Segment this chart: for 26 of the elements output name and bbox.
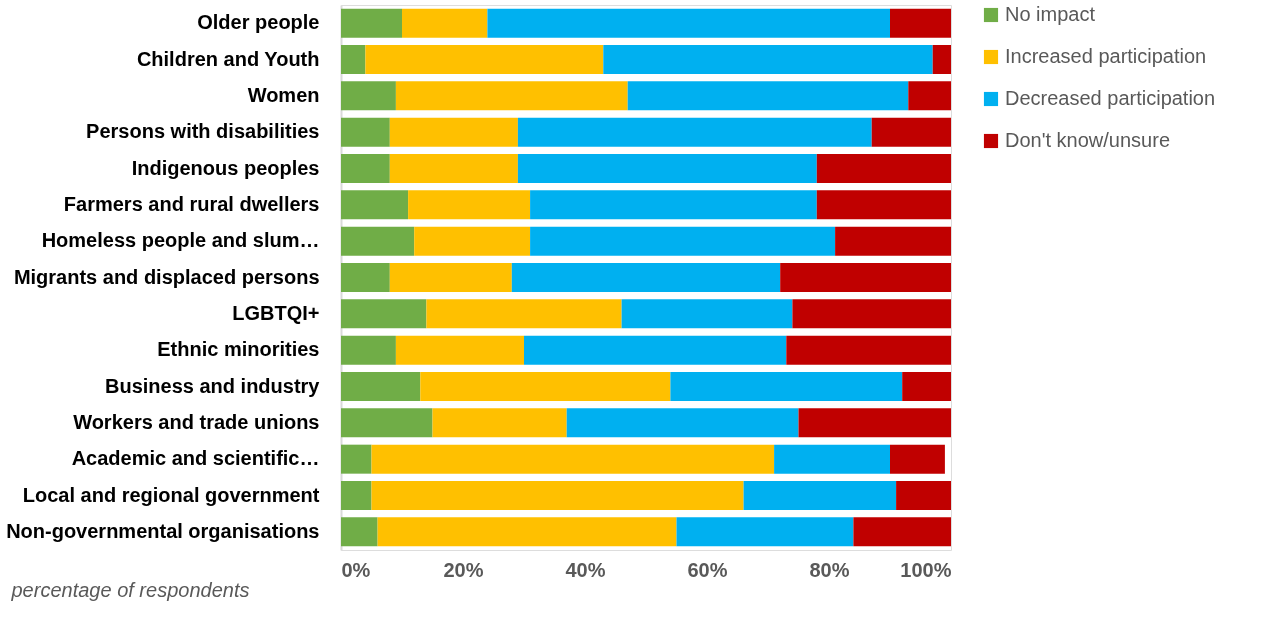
y-tick-label: Persons with disabilities xyxy=(86,120,320,143)
y-tick-label: Homeless people and slum… xyxy=(41,229,320,252)
legend-label: Decreased participation xyxy=(1005,87,1216,109)
x-tick-label: 60% xyxy=(687,558,728,581)
x-tick-label: 0% xyxy=(341,558,371,581)
y-tick-label: Local and regional government xyxy=(22,483,320,506)
y-tick-label: Farmers and rural dwellers xyxy=(63,192,320,215)
legend-label: No impact xyxy=(1005,3,1096,25)
y-tick-label: Academic and scientific… xyxy=(71,447,320,470)
y-tick-label: Ethnic minorities xyxy=(157,338,320,361)
x-tick-label: 80% xyxy=(809,558,850,581)
y-tick-label: Indigenous peoples xyxy=(131,156,320,179)
x-tick-label: 40% xyxy=(565,558,606,581)
legend-label: Increased participation xyxy=(1005,45,1207,67)
y-tick-label: Children and Youth xyxy=(136,47,320,70)
y-tick-label: Women xyxy=(247,83,320,106)
y-tick-label: Business and industry xyxy=(105,374,321,397)
y-tick-label: Older people xyxy=(197,11,320,34)
y-tick-label: LGBTQI+ xyxy=(232,301,320,324)
x-tick-label: 20% xyxy=(443,558,484,581)
legend-label: Don't know/unsure xyxy=(1005,129,1171,151)
y-tick-label: Migrants and displaced persons xyxy=(13,265,320,288)
x-tick-label: 100% xyxy=(900,558,952,581)
y-tick-label: Workers and trade unions xyxy=(73,410,320,433)
x-axis-title: percentage of respondents xyxy=(10,578,250,601)
y-tick-label: Non-governmental organisations xyxy=(6,519,320,542)
